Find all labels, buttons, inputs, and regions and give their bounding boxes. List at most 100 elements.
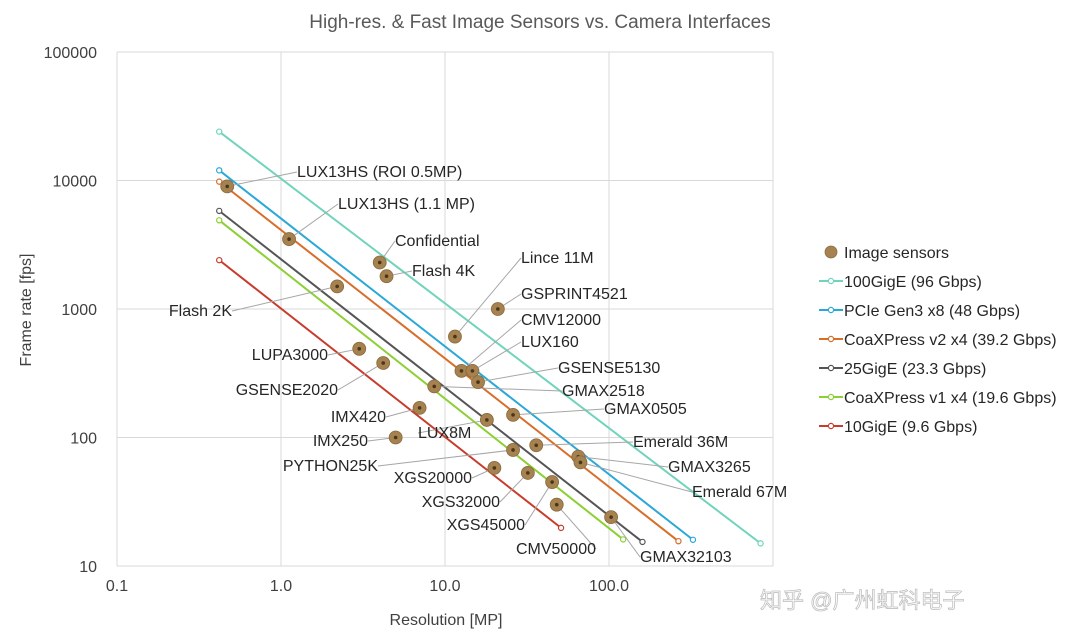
legend-marker-0 bbox=[824, 245, 838, 259]
sensor-label-3: Flash 4K bbox=[412, 263, 475, 280]
legend-marker-6 bbox=[827, 422, 835, 430]
interface-line-5-end-marker bbox=[557, 524, 565, 532]
sensor-label-0: LUX13HS (ROI 0.5MP) bbox=[297, 164, 462, 181]
interface-line-3-start-marker bbox=[216, 207, 223, 215]
sensor-point-center-21 bbox=[492, 466, 497, 470]
sensor-point-center-4 bbox=[335, 284, 339, 289]
sensor-point-center-10 bbox=[357, 347, 362, 351]
x-tick-label-3: 100.0 bbox=[589, 578, 629, 595]
sensor-point-center-23 bbox=[550, 480, 554, 484]
interface-line-2-start-marker bbox=[216, 178, 223, 185]
leader-line-23 bbox=[524, 481, 553, 526]
x-tick-label-1: 1.0 bbox=[270, 578, 292, 595]
sensor-point-center-6 bbox=[496, 307, 500, 311]
sensor-point-center-9 bbox=[476, 380, 480, 384]
sensor-point-center-18 bbox=[511, 448, 515, 452]
interface-line-1-start-marker bbox=[216, 167, 223, 174]
leader-line-11 bbox=[337, 362, 384, 391]
sensor-point-center-5 bbox=[453, 334, 457, 339]
legend-label-4: 25GigE (23.3 Gbps) bbox=[844, 361, 986, 378]
legend-marker-4 bbox=[827, 364, 835, 372]
sensor-label-21: XGS20000 bbox=[394, 470, 472, 487]
sensor-label-18: PYTHON25K bbox=[283, 458, 378, 475]
sensor-label-22: XGS32000 bbox=[422, 494, 500, 511]
sensor-label-7: CMV12000 bbox=[521, 312, 601, 329]
sensor-label-11: GSENSE2020 bbox=[236, 382, 338, 399]
interface-line-4-start-marker bbox=[216, 217, 223, 224]
sensor-label-17: Emerald 36M bbox=[633, 434, 728, 451]
leader-line-25 bbox=[610, 516, 641, 558]
sensor-label-8: LUX160 bbox=[521, 334, 579, 351]
sensor-label-24: CMV50000 bbox=[516, 541, 596, 558]
legend-marker-2 bbox=[827, 306, 835, 314]
sensor-label-9: GSENSE5130 bbox=[558, 360, 660, 377]
interface-line-0 bbox=[218, 130, 762, 545]
sensor-label-19: GMAX3265 bbox=[668, 459, 751, 476]
legend-label-5: CoaXPress v1 x4 (19.6 Gbps) bbox=[844, 390, 1057, 407]
x-tick-label-2: 10.0 bbox=[429, 578, 460, 595]
leader-line-5 bbox=[454, 257, 522, 337]
y-tick-label-1: 100 bbox=[70, 431, 97, 448]
sensor-point-center-0 bbox=[225, 184, 230, 189]
leader-line-18 bbox=[377, 449, 514, 467]
leader-line-0 bbox=[227, 171, 298, 187]
leader-line-8 bbox=[472, 341, 522, 372]
sensor-point-center-13 bbox=[417, 406, 422, 410]
sensor-label-4: Flash 2K bbox=[169, 303, 232, 320]
leader-line-24 bbox=[556, 504, 597, 550]
sensor-point-center-8 bbox=[470, 369, 475, 373]
interface-line-5-start-marker bbox=[216, 256, 223, 264]
leader-line-14 bbox=[513, 408, 605, 416]
y-axis-label: Frame rate [fps] bbox=[18, 254, 35, 367]
legend-label-1: 100GigE (96 Gbps) bbox=[844, 274, 982, 291]
leader-line-15 bbox=[417, 419, 487, 434]
y-tick-label-2: 1000 bbox=[61, 302, 97, 319]
interface-line-2-end-marker bbox=[675, 537, 682, 545]
sensor-label-1: LUX13HS (1.1 MP) bbox=[338, 196, 475, 213]
interface-line-5 bbox=[218, 259, 562, 529]
label-leaders bbox=[227, 171, 693, 558]
y-tick-label-3: 10000 bbox=[53, 174, 98, 191]
sensor-point-center-14 bbox=[511, 413, 515, 417]
sensor-points bbox=[220, 179, 619, 525]
tick-labels: 0.1 1.0 10.0 100.0 10 100 1000 10000 100000 bbox=[44, 45, 630, 595]
leader-line-7 bbox=[461, 319, 522, 372]
y-tick-label-0: 10 bbox=[79, 559, 97, 576]
leader-line-20 bbox=[580, 461, 693, 493]
sensor-point-center-1 bbox=[287, 237, 291, 241]
sensor-point-center-15 bbox=[485, 418, 489, 422]
legend-label-2: PCIe Gen3 x8 (48 Gbps) bbox=[844, 303, 1020, 320]
legend-marker-3 bbox=[827, 335, 835, 343]
sensor-label-23: XGS45000 bbox=[447, 517, 525, 534]
legend-marker-1 bbox=[827, 277, 835, 285]
sensor-point-center-11 bbox=[381, 361, 386, 365]
sensor-point-center-12 bbox=[432, 384, 437, 389]
sensor-point-center-2 bbox=[377, 260, 382, 265]
sensor-point-center-20 bbox=[578, 460, 583, 465]
sensor-point-center-16 bbox=[393, 435, 398, 440]
interface-line-1-end-marker bbox=[689, 536, 697, 543]
sensor-labels: LUX13HS (ROI 0.5MP) LUX13HS (1.1 MP) Confi… bbox=[169, 164, 787, 566]
interface-line-1 bbox=[218, 169, 694, 541]
legend-label-0: Image sensors bbox=[844, 245, 949, 262]
sensor-point-center-24 bbox=[554, 502, 559, 507]
sensor-point-center-25 bbox=[609, 515, 613, 519]
sensor-label-15: LUX8M bbox=[418, 425, 471, 442]
sensor-label-25: GMAX32103 bbox=[640, 549, 732, 566]
sensor-label-13: IMX420 bbox=[331, 409, 386, 426]
x-tick-label-0: 0.1 bbox=[106, 578, 128, 595]
x-axis-label: Resolution [MP] bbox=[390, 612, 503, 629]
sensor-point-center-17 bbox=[534, 443, 539, 448]
leader-line-12 bbox=[434, 385, 563, 392]
sensor-point-center-3 bbox=[384, 274, 389, 278]
y-tick-label-4: 100000 bbox=[44, 45, 97, 62]
interface-line-3-end-marker bbox=[639, 538, 646, 546]
sensor-label-14: GMAX0505 bbox=[604, 401, 687, 418]
sensor-label-2: Confidential bbox=[395, 233, 480, 250]
chart-title: High-res. & Fast Image Sensors vs. Camer… bbox=[309, 12, 770, 33]
interface-line-3 bbox=[218, 210, 644, 543]
leader-line-19 bbox=[578, 456, 669, 468]
sensor-label-6: GSPRINT4521 bbox=[521, 286, 628, 303]
interface-line-0-start-marker bbox=[216, 128, 223, 135]
